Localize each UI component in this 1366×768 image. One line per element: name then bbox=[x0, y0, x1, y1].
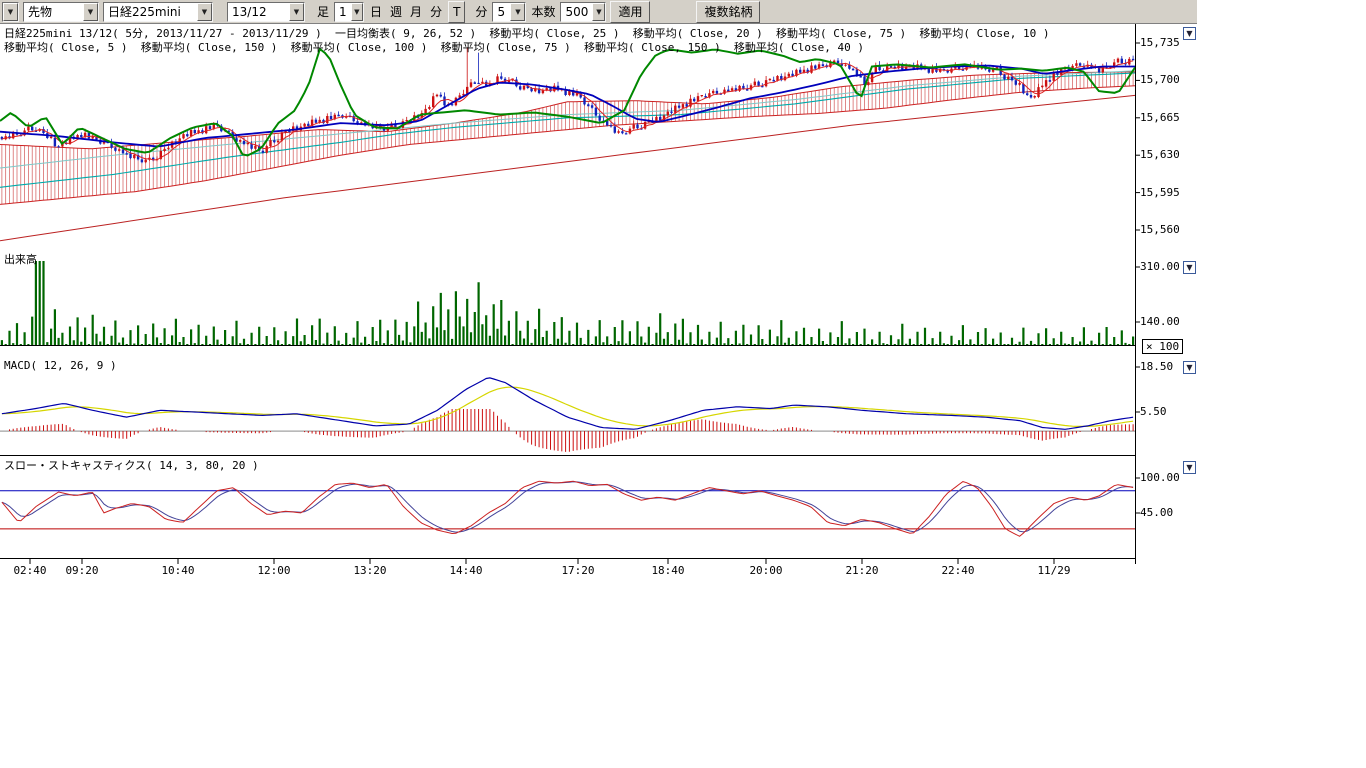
price-pane-dropdown-button[interactable]: ▼ bbox=[1183, 27, 1196, 40]
volume-pane-label: 出来高 bbox=[4, 254, 37, 266]
time-axis-label: 20:00 bbox=[742, 565, 790, 577]
macd-axis-tick: 18.50 bbox=[1140, 361, 1173, 373]
minute-interval-input[interactable]: 5▼ bbox=[492, 2, 526, 22]
chevron-down-icon: ▼ bbox=[1186, 463, 1192, 472]
time-axis-label: 21:20 bbox=[838, 565, 886, 577]
price-axis-tick: 15,560 bbox=[1140, 224, 1180, 236]
time-axis-label: 17:20 bbox=[554, 565, 602, 577]
volume-multiplier-badge: × 100 bbox=[1142, 339, 1183, 354]
stoch-pane-label: スロー・ストキャスティクス( 14, 3, 80, 20 ) bbox=[4, 460, 259, 472]
period-week-button[interactable]: 週 bbox=[388, 3, 404, 20]
stoch-pane-dropdown-button[interactable]: ▼ bbox=[1183, 461, 1196, 474]
volume-pane-dropdown-button[interactable]: ▼ bbox=[1183, 261, 1196, 274]
time-axis-label: 10:40 bbox=[154, 565, 202, 577]
bar-interval-value: 1 bbox=[335, 5, 351, 19]
price-axis-tick: 15,665 bbox=[1140, 112, 1180, 124]
time-axis-label: 14:40 bbox=[442, 565, 490, 577]
time-axis-label: 18:40 bbox=[644, 565, 692, 577]
bar-type-label: 足 bbox=[317, 3, 329, 20]
multi-symbol-button[interactable]: 複数銘柄 bbox=[696, 1, 760, 23]
time-axis-label: 11/29 bbox=[1030, 565, 1078, 577]
dropdown-arrow-icon[interactable]: ▼ bbox=[83, 3, 98, 21]
macd-axis-tick: 5.50 bbox=[1140, 406, 1167, 418]
time-axis-label: 09:20 bbox=[58, 565, 106, 577]
window-menu-dropdown[interactable]: ▼ bbox=[2, 2, 19, 22]
chart-header-line2: 移動平均( Close, 5 ) 移動平均( Close, 150 ) 移動平均… bbox=[4, 42, 864, 54]
toolbar: ▼ 先物▼ 日経225mini▼ 13/12▼ 足 1▼ 日 週 月 分 T 分… bbox=[0, 0, 1197, 24]
price-axis-tick: 15,630 bbox=[1140, 149, 1180, 161]
price-axis-tick: 15,595 bbox=[1140, 187, 1180, 199]
dropdown-arrow-icon[interactable]: ▼ bbox=[3, 3, 18, 21]
chevron-down-icon: ▼ bbox=[1186, 29, 1192, 38]
bar-interval-select[interactable]: 1▼ bbox=[334, 2, 364, 22]
bar-count-value: 500 bbox=[561, 5, 592, 19]
bar-count-label: 本数 bbox=[531, 3, 555, 20]
stoch-axis-tick: 100.00 bbox=[1140, 472, 1180, 484]
time-axis-label: 02:40 bbox=[6, 565, 54, 577]
minute-interval-value: 5 bbox=[493, 5, 510, 19]
volume-axis-tick: 310.00 bbox=[1140, 261, 1180, 273]
macd-pane-label: MACD( 12, 26, 9 ) bbox=[4, 360, 117, 372]
stoch-axis-tick: 45.00 bbox=[1140, 507, 1173, 519]
period-month-button[interactable]: 月 bbox=[408, 3, 424, 20]
dropdown-arrow-icon[interactable]: ▼ bbox=[351, 3, 363, 21]
apply-button[interactable]: 適用 bbox=[610, 1, 650, 23]
chevron-down-icon: ▼ bbox=[1186, 263, 1192, 272]
chart-canvas bbox=[0, 24, 1197, 588]
dropdown-arrow-icon[interactable]: ▼ bbox=[197, 3, 212, 21]
dropdown-arrow-icon[interactable]: ▼ bbox=[592, 3, 605, 21]
chart-application-window: ▼ 先物▼ 日経225mini▼ 13/12▼ 足 1▼ 日 週 月 分 T 分… bbox=[0, 0, 1197, 588]
minute-unit-label: 分 bbox=[475, 3, 487, 20]
chart-header-line1: 日経225mini 13/12( 5分, 2013/11/27 - 2013/1… bbox=[4, 28, 1049, 40]
price-axis-tick: 15,700 bbox=[1140, 74, 1180, 86]
contract-month-select[interactable]: 13/12▼ bbox=[227, 2, 305, 22]
market-select[interactable]: 先物▼ bbox=[23, 2, 99, 22]
market-select-value: 先物 bbox=[24, 3, 83, 20]
dropdown-arrow-icon[interactable]: ▼ bbox=[510, 3, 525, 21]
time-axis-label: 22:40 bbox=[934, 565, 982, 577]
macd-pane-dropdown-button[interactable]: ▼ bbox=[1183, 361, 1196, 374]
period-tick-button[interactable]: T bbox=[448, 1, 465, 23]
dropdown-arrow-icon[interactable]: ▼ bbox=[289, 3, 304, 21]
symbol-select-value: 日経225mini bbox=[104, 3, 197, 20]
price-axis-tick: 15,735 bbox=[1140, 37, 1180, 49]
contract-month-value: 13/12 bbox=[228, 5, 289, 19]
bar-count-input[interactable]: 500▼ bbox=[560, 2, 606, 22]
time-axis-label: 12:00 bbox=[250, 565, 298, 577]
volume-axis-tick: 140.00 bbox=[1140, 316, 1180, 328]
symbol-select[interactable]: 日経225mini▼ bbox=[103, 2, 213, 22]
period-day-button[interactable]: 日 bbox=[368, 3, 384, 20]
chart-plot-area[interactable]: 日経225mini 13/12( 5分, 2013/11/27 - 2013/1… bbox=[0, 24, 1197, 588]
chevron-down-icon: ▼ bbox=[1186, 363, 1192, 372]
time-axis-label: 13:20 bbox=[346, 565, 394, 577]
period-minute-button[interactable]: 分 bbox=[428, 3, 444, 20]
